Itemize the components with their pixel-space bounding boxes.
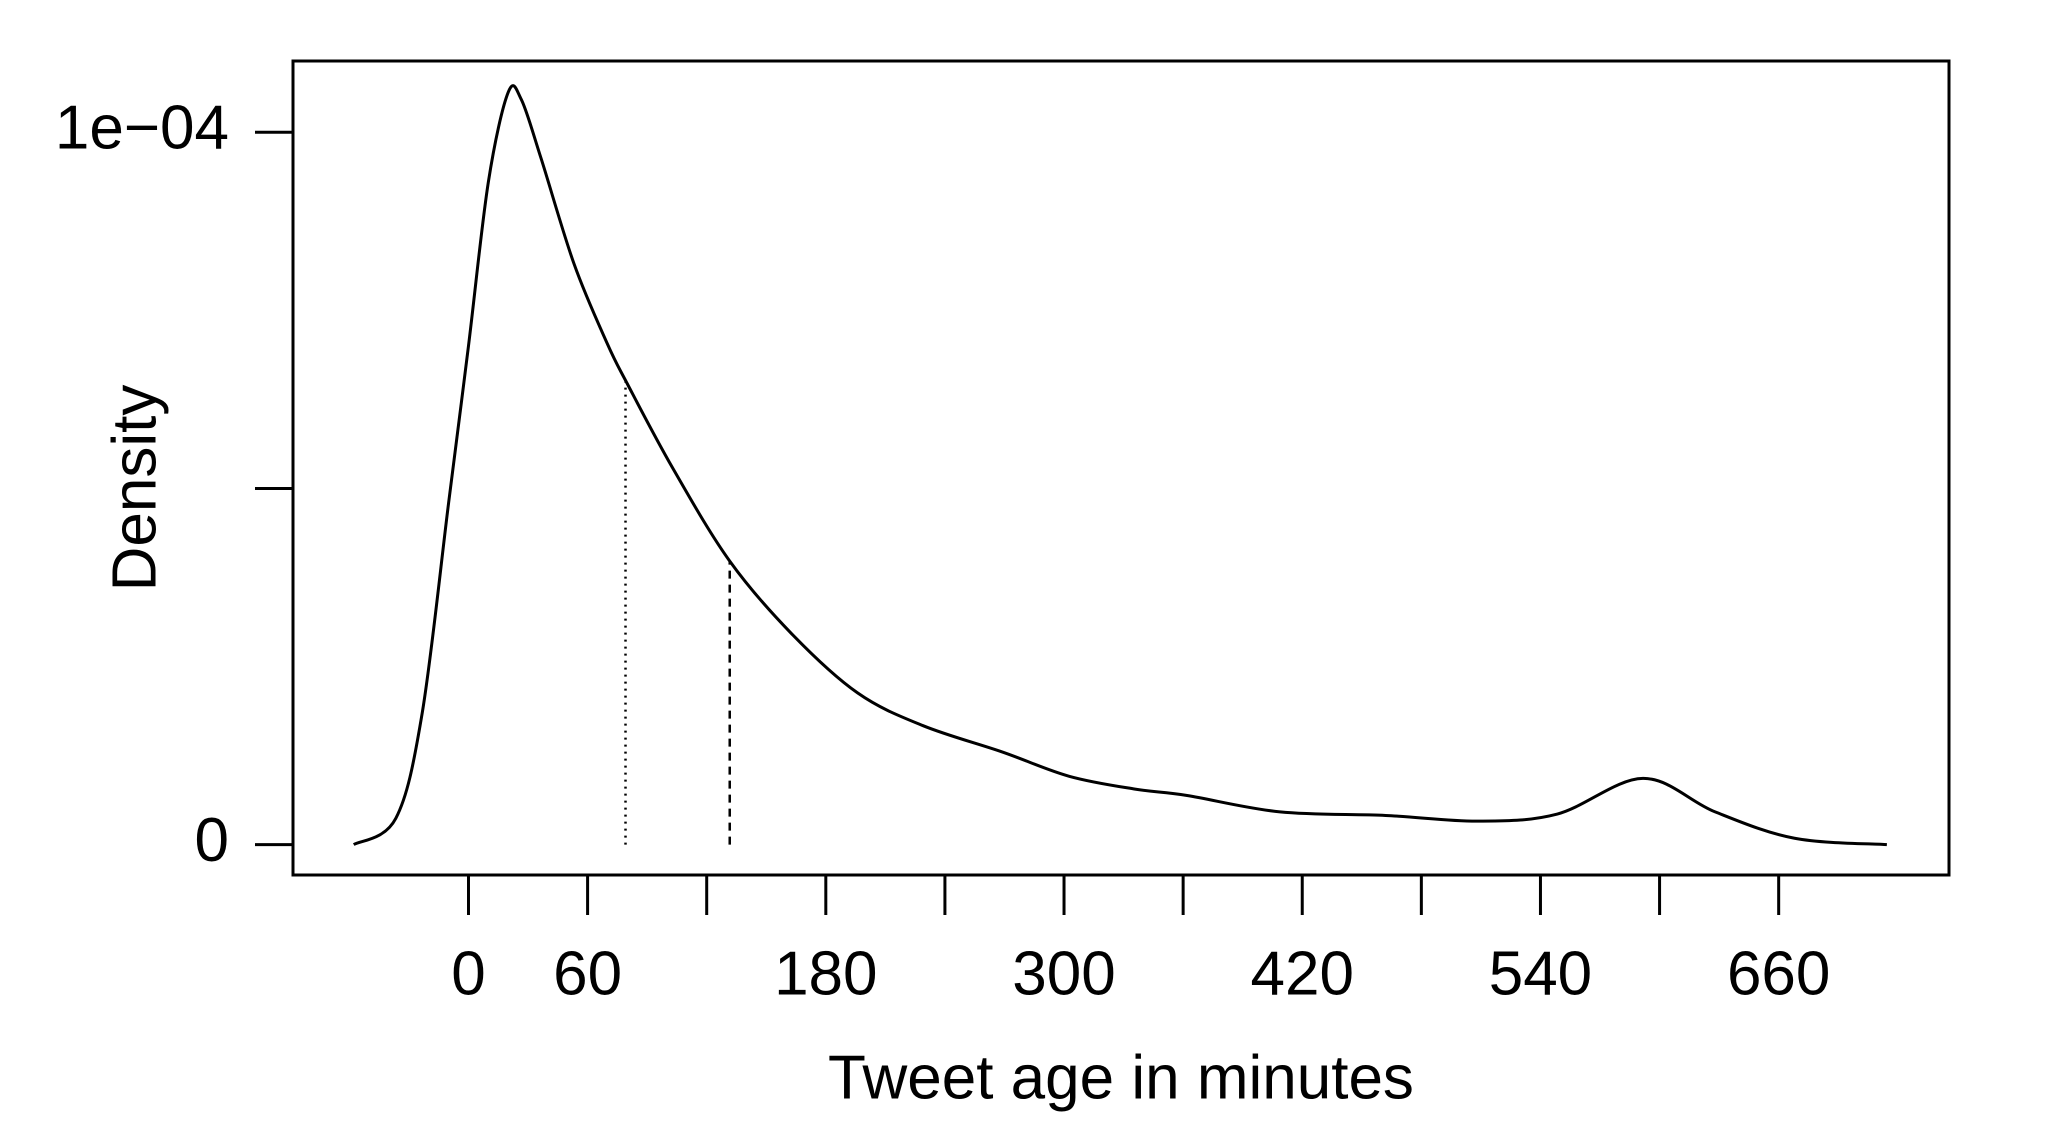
x-tick-label: 0 [451,939,485,1008]
x-tick-label: 420 [1251,939,1354,1008]
x-tick-label: 540 [1489,939,1592,1008]
y-axis-title: Density [100,385,169,592]
y-tick-label: 1e−04 [55,94,229,163]
y-tick-label: 0 [195,806,229,875]
x-axis-title: Tweet age in minutes [828,1043,1414,1112]
x-tick-label: 180 [774,939,877,1008]
x-tick-label: 660 [1727,939,1830,1008]
density-curve [352,84,1887,847]
plot-box [291,59,1951,877]
x-tick-label: 60 [553,939,622,1008]
x-tick-label: 300 [1012,939,1115,1008]
